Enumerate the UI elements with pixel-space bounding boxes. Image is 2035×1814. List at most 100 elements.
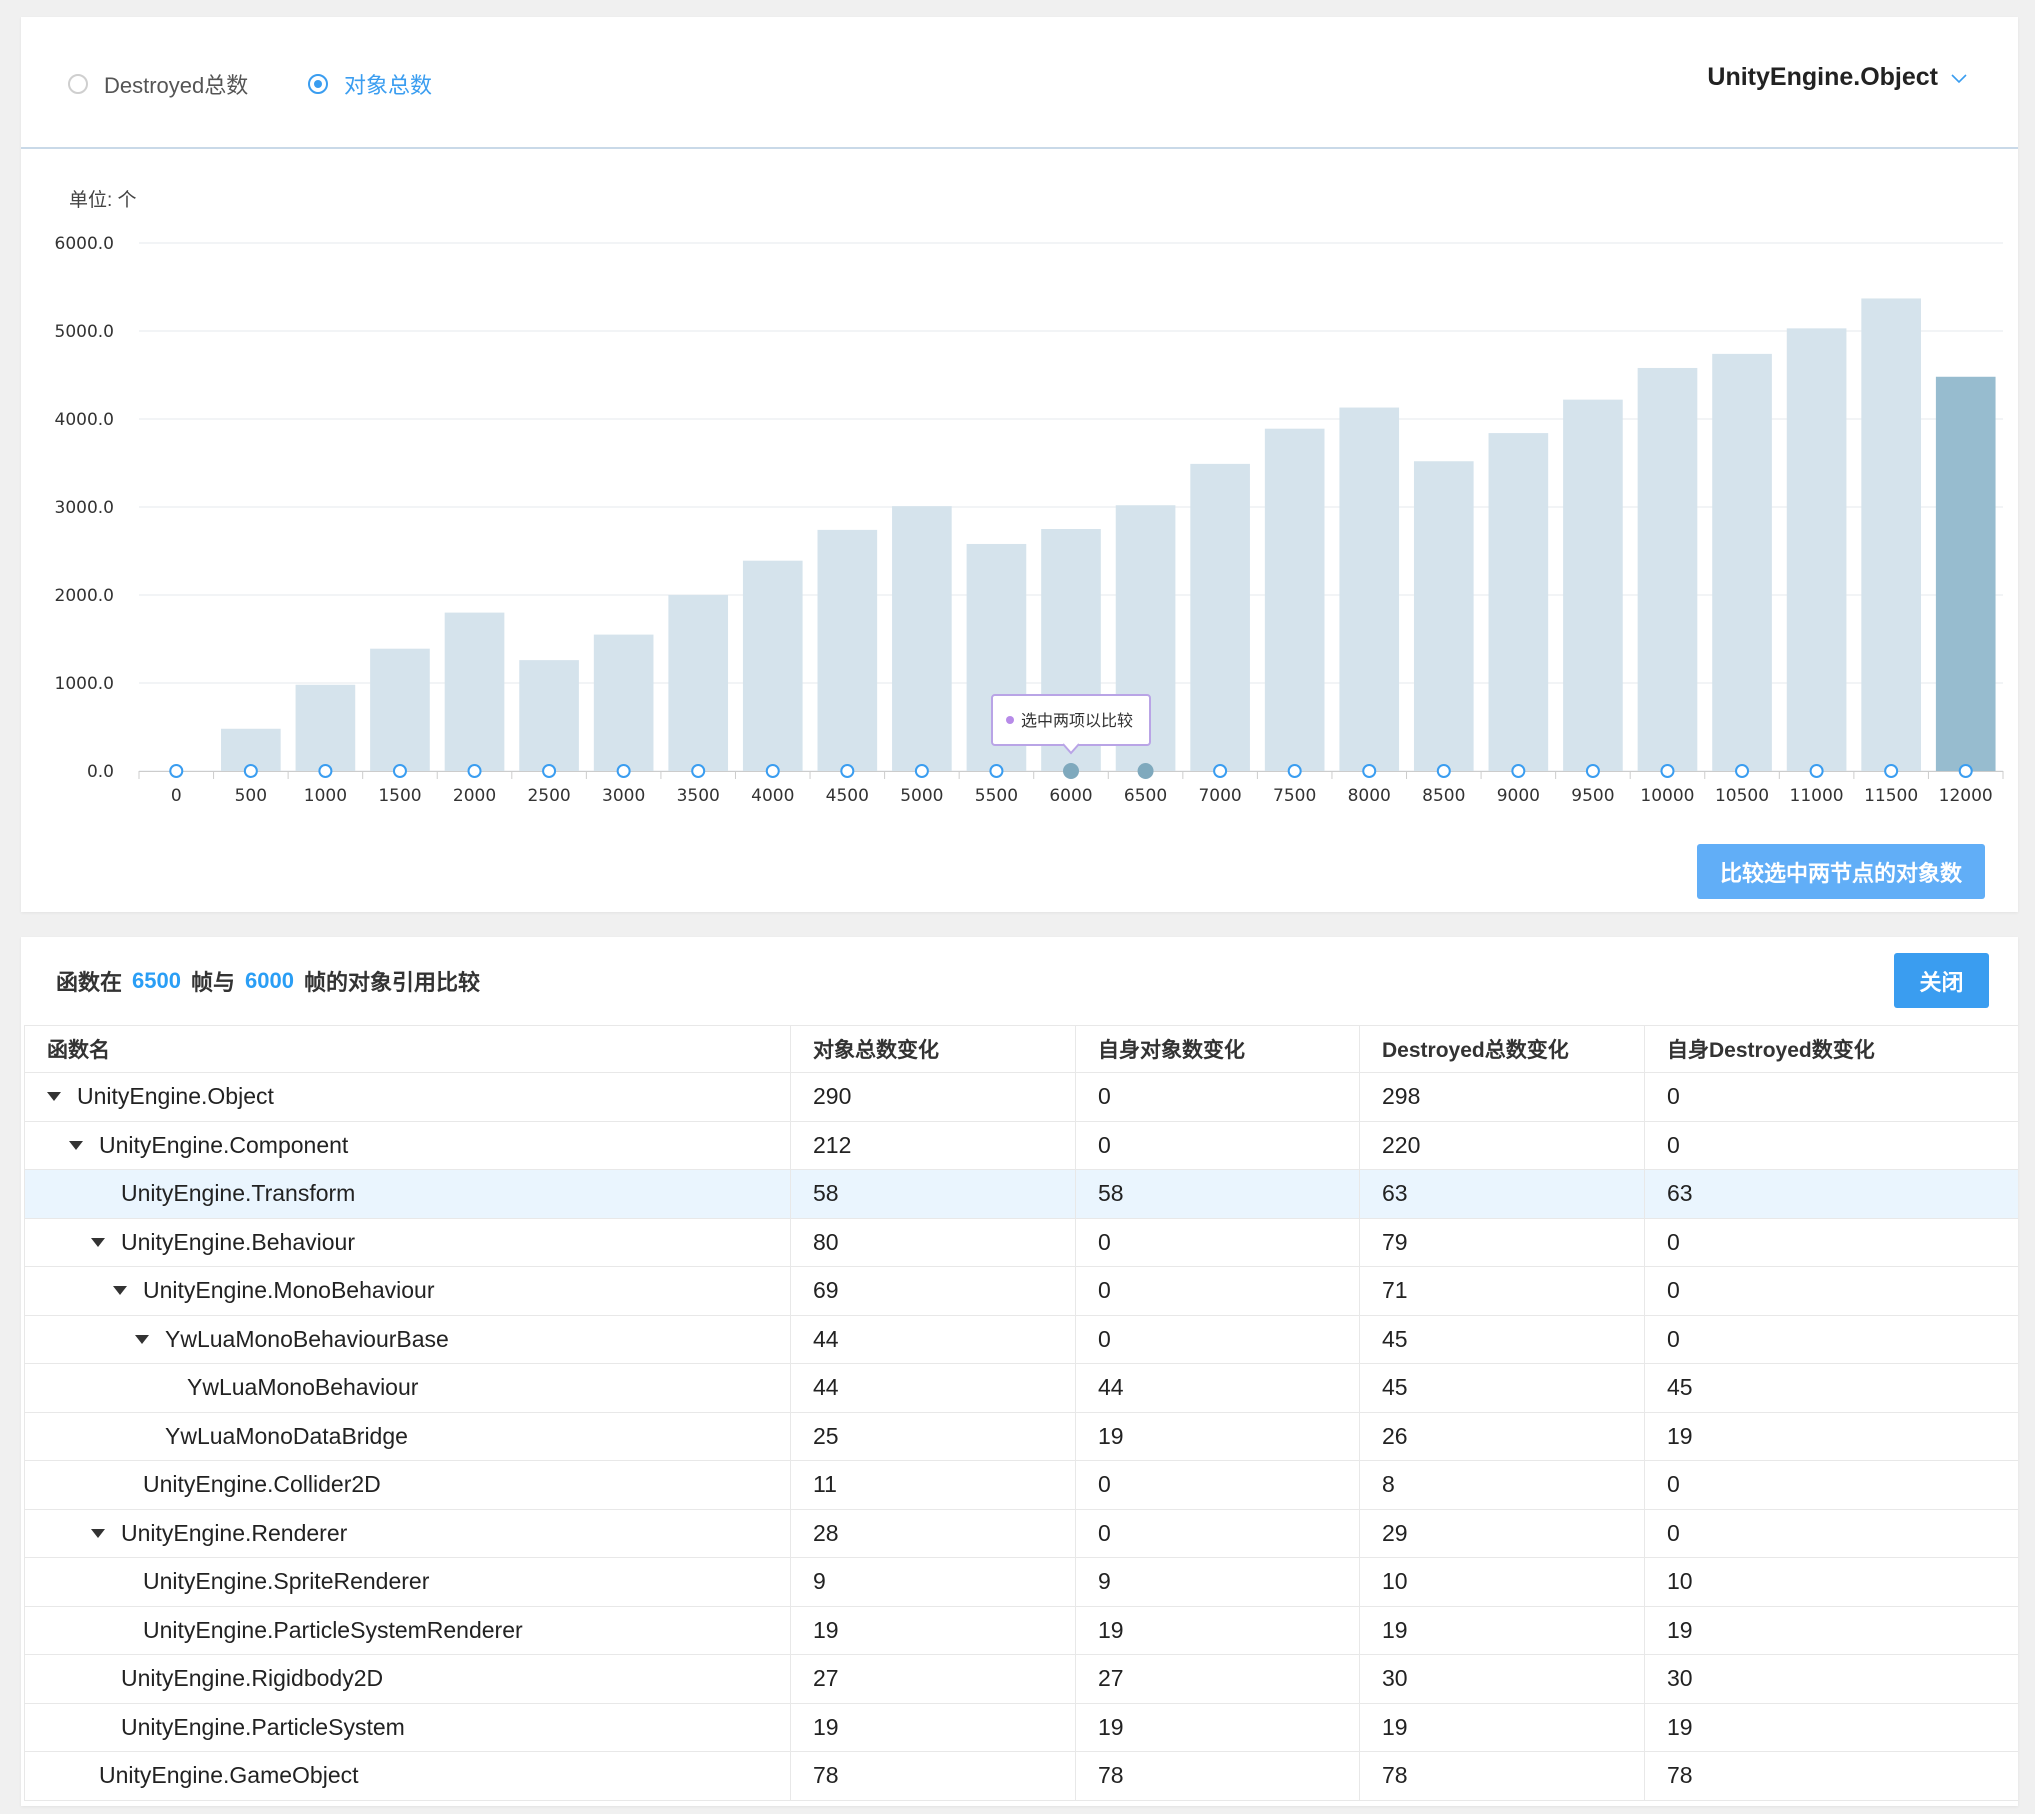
destroyed-cell: 220 bbox=[1359, 1120, 1645, 1170]
table-row[interactable]: YwLuaMonoDataBridge 25 19 26 19 bbox=[24, 1411, 2018, 1461]
caret-down-icon[interactable] bbox=[113, 1286, 127, 1296]
function-name: UnityEngine.ParticleSystemRenderer bbox=[143, 1616, 523, 1643]
total-cell: 11 bbox=[790, 1460, 1076, 1510]
function-name: UnityEngine.Behaviour bbox=[121, 1228, 355, 1255]
bar[interactable] bbox=[892, 506, 952, 771]
table-row[interactable]: UnityEngine.MonoBehaviour 69 0 71 0 bbox=[24, 1266, 2018, 1316]
data-point[interactable] bbox=[840, 764, 855, 778]
table-row[interactable]: UnityEngine.Object 290 0 298 0 bbox=[24, 1072, 2018, 1122]
bar[interactable] bbox=[1563, 399, 1623, 771]
data-point[interactable] bbox=[914, 764, 929, 778]
caret-down-icon[interactable] bbox=[69, 1140, 83, 1150]
x-tick-label: 1000 bbox=[304, 786, 347, 806]
caret-down-icon[interactable] bbox=[91, 1237, 105, 1247]
type-dropdown[interactable]: UnityEngine.Object bbox=[1707, 63, 1968, 92]
table-row[interactable]: UnityEngine.ParticleSystemRenderer 19 19 19… bbox=[24, 1605, 2018, 1655]
table-row[interactable]: UnityEngine.Component 212 0 220 0 bbox=[24, 1120, 2018, 1170]
bar[interactable] bbox=[370, 648, 430, 771]
x-tick-label: 2500 bbox=[527, 786, 570, 806]
data-point[interactable] bbox=[1958, 764, 1973, 778]
data-point[interactable] bbox=[1884, 764, 1899, 778]
data-point-selected[interactable] bbox=[1137, 763, 1154, 779]
bar[interactable] bbox=[1861, 298, 1921, 771]
compare-selected-button[interactable]: 比较选中两节点的对象数 bbox=[1697, 844, 1985, 899]
bar[interactable] bbox=[1712, 353, 1772, 771]
bar[interactable] bbox=[1339, 407, 1400, 771]
data-point[interactable] bbox=[765, 764, 780, 778]
data-point[interactable] bbox=[691, 764, 706, 778]
bar[interactable] bbox=[742, 560, 803, 771]
data-point[interactable] bbox=[1362, 764, 1377, 778]
close-button[interactable]: 关闭 bbox=[1894, 953, 1989, 1008]
column-header[interactable]: Destroyed总数变化 bbox=[1359, 1025, 1645, 1073]
self-destroyed-cell: 63 bbox=[1644, 1169, 2018, 1219]
bar[interactable] bbox=[668, 595, 729, 771]
bar[interactable] bbox=[593, 634, 654, 771]
bar[interactable] bbox=[1935, 376, 1996, 771]
bar[interactable] bbox=[1264, 428, 1325, 771]
x-tick-label: 9500 bbox=[1571, 786, 1614, 806]
data-point[interactable] bbox=[1511, 764, 1526, 778]
column-header[interactable]: 函数名 bbox=[24, 1025, 791, 1073]
data-point[interactable] bbox=[1735, 764, 1750, 778]
caret-down-icon[interactable] bbox=[47, 1092, 61, 1102]
function-name: UnityEngine.Rigidbody2D bbox=[121, 1665, 384, 1692]
data-point[interactable] bbox=[1213, 764, 1228, 778]
bar[interactable] bbox=[295, 684, 356, 771]
caret-down-icon[interactable] bbox=[135, 1334, 149, 1344]
table-row[interactable]: YwLuaMonoBehaviourBase 44 0 45 0 bbox=[24, 1314, 2018, 1364]
x-tick-label: 11500 bbox=[1864, 786, 1918, 806]
data-point[interactable] bbox=[1809, 764, 1824, 778]
chart-header: Destroyed总数 对象总数 UnityEngine.Object bbox=[21, 17, 2018, 149]
data-point[interactable] bbox=[392, 764, 407, 778]
function-name: YwLuaMonoDataBridge bbox=[165, 1422, 408, 1449]
data-point-selected[interactable] bbox=[1063, 763, 1079, 779]
total-cell: 19 bbox=[790, 1605, 1076, 1655]
table-row[interactable]: UnityEngine.Collider2D 11 0 8 0 bbox=[24, 1460, 2018, 1510]
bar[interactable] bbox=[221, 728, 281, 771]
frame-a: 6500 bbox=[132, 968, 181, 993]
function-name: UnityEngine.Collider2D bbox=[143, 1471, 381, 1498]
table-row[interactable]: UnityEngine.Renderer 28 0 29 0 bbox=[24, 1508, 2018, 1558]
self-destroyed-cell: 30 bbox=[1644, 1654, 2018, 1704]
destroyed-cell: 71 bbox=[1359, 1266, 1645, 1316]
radio-destroyed-total[interactable]: Destroyed总数 bbox=[68, 68, 248, 100]
function-name-cell: UnityEngine.Rigidbody2D bbox=[24, 1654, 791, 1704]
table-row[interactable]: UnityEngine.ParticleSystem 19 19 19 19 bbox=[24, 1702, 2018, 1752]
table-row[interactable]: UnityEngine.Behaviour 80 0 79 0 bbox=[24, 1217, 2018, 1267]
column-header[interactable]: 对象总数变化 bbox=[790, 1025, 1076, 1073]
data-point[interactable] bbox=[169, 764, 184, 778]
table-row[interactable]: UnityEngine.Rigidbody2D 27 27 30 30 bbox=[24, 1654, 2018, 1704]
column-header[interactable]: 自身对象数变化 bbox=[1075, 1025, 1360, 1073]
bar[interactable] bbox=[519, 660, 579, 771]
data-point[interactable] bbox=[1287, 764, 1302, 778]
data-point[interactable] bbox=[467, 764, 482, 778]
bar[interactable] bbox=[1637, 367, 1698, 771]
data-point[interactable] bbox=[1436, 764, 1451, 778]
data-point[interactable] bbox=[1660, 764, 1675, 778]
data-point[interactable] bbox=[989, 764, 1004, 778]
radio-object-total[interactable]: 对象总数 bbox=[308, 68, 432, 100]
bar[interactable] bbox=[817, 529, 878, 771]
function-name: UnityEngine.Renderer bbox=[121, 1519, 348, 1546]
table-row[interactable]: YwLuaMonoBehaviour 44 44 45 45 bbox=[24, 1363, 2018, 1413]
bar[interactable] bbox=[444, 612, 505, 771]
data-point[interactable] bbox=[318, 764, 333, 778]
table-header-row: 函数名 对象总数变化 自身对象数变化 Destroyed总数变化 自身Destr… bbox=[24, 1025, 2018, 1073]
table-row[interactable]: UnityEngine.SpriteRenderer 9 9 10 10 bbox=[24, 1557, 2018, 1607]
bar[interactable] bbox=[1786, 328, 1847, 771]
bar[interactable] bbox=[1190, 463, 1250, 771]
bar[interactable] bbox=[1413, 461, 1474, 771]
function-name: YwLuaMonoBehaviourBase bbox=[165, 1325, 449, 1352]
title-mid: 帧与 bbox=[190, 970, 235, 995]
data-point[interactable] bbox=[542, 764, 557, 778]
table-row[interactable]: UnityEngine.Transform 58 58 63 63 bbox=[24, 1169, 2018, 1219]
column-header[interactable]: 自身Destroyed数变化 bbox=[1644, 1025, 2018, 1073]
destroyed-cell: 298 bbox=[1359, 1072, 1645, 1122]
table-row[interactable]: UnityEngine.GameObject 78 78 78 78 bbox=[24, 1751, 2018, 1801]
caret-down-icon[interactable] bbox=[91, 1528, 105, 1538]
data-point[interactable] bbox=[616, 764, 631, 778]
data-point[interactable] bbox=[243, 764, 258, 778]
bar[interactable] bbox=[1488, 433, 1549, 771]
data-point[interactable] bbox=[1585, 764, 1600, 778]
